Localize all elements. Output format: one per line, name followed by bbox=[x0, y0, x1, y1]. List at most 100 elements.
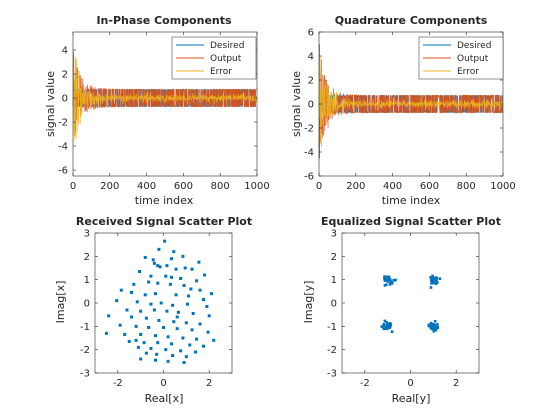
scatter-point bbox=[197, 260, 201, 264]
y-tick-label: 3 bbox=[331, 229, 337, 240]
scatter-point bbox=[182, 361, 186, 364]
y-axis-label: signal value bbox=[44, 71, 57, 137]
panel-received-scatter: Received Signal Scatter Plot Real[x] Ima… bbox=[54, 215, 252, 405]
legend-label-desired: Desired bbox=[210, 41, 244, 51]
x-tick-label: -2 bbox=[360, 378, 370, 389]
legend: Desired Output Error bbox=[171, 36, 257, 80]
scatter-point bbox=[382, 327, 385, 330]
x-tick-label: 2 bbox=[206, 378, 212, 389]
scatter-point bbox=[380, 325, 384, 328]
y-tick-label: -3 bbox=[327, 369, 337, 380]
plot-area bbox=[318, 44, 504, 161]
scatter-point bbox=[166, 359, 170, 363]
legend-label-error: Error bbox=[457, 67, 479, 77]
y-tick-label: 2 bbox=[331, 252, 337, 263]
scatter-point bbox=[172, 250, 176, 254]
scatter-point bbox=[134, 338, 138, 342]
x-tick-label: 1000 bbox=[244, 181, 269, 192]
x-tick-label: 800 bbox=[457, 181, 476, 192]
scatter-point bbox=[143, 293, 147, 297]
x-tick-label: 0 bbox=[316, 181, 322, 192]
scatter-point bbox=[383, 284, 387, 287]
scatter-point bbox=[127, 340, 131, 343]
scatter-point bbox=[384, 283, 388, 286]
scatter-point bbox=[438, 277, 442, 281]
scatter-point bbox=[201, 298, 205, 301]
scatter-point bbox=[162, 326, 165, 329]
scatter-point bbox=[189, 287, 193, 291]
scatter-point bbox=[163, 239, 167, 243]
scatter-point bbox=[206, 330, 210, 334]
scatter-point bbox=[155, 352, 159, 356]
scatter-point bbox=[182, 284, 186, 287]
scatter-point bbox=[171, 354, 175, 357]
y-tick-label: 2 bbox=[308, 76, 314, 87]
y-tick-label: 0 bbox=[331, 299, 337, 310]
scatter-point bbox=[429, 276, 432, 279]
series-line-error bbox=[318, 55, 504, 147]
scatter-point bbox=[123, 333, 127, 336]
scatter-point bbox=[174, 267, 178, 271]
scatter-point bbox=[130, 291, 134, 294]
scatter-point bbox=[138, 270, 142, 273]
scatter-point bbox=[169, 275, 173, 279]
scatter-point bbox=[394, 278, 397, 282]
scatter-point bbox=[115, 299, 119, 303]
y-tick-label: 6 bbox=[308, 28, 314, 39]
chart-title: Equalized Signal Scatter Plot bbox=[321, 215, 501, 228]
x-tick-label: 2 bbox=[453, 378, 459, 389]
legend-label-desired: Desired bbox=[457, 41, 491, 51]
scatter-point bbox=[432, 329, 436, 333]
scatter-point bbox=[168, 282, 172, 286]
scatter-point bbox=[435, 277, 439, 280]
y-tick-label: 1 bbox=[84, 275, 90, 286]
y-tick-label: 4 bbox=[62, 46, 68, 57]
scatter-point bbox=[385, 321, 388, 324]
x-tick-label: 400 bbox=[137, 181, 156, 192]
series-line-error bbox=[72, 55, 258, 142]
scatter-point bbox=[149, 347, 153, 350]
scatter-point bbox=[166, 335, 170, 339]
scatter-point bbox=[436, 323, 439, 326]
scatter-point bbox=[184, 321, 188, 325]
scatter-point bbox=[436, 281, 439, 284]
x-tick-label: 0 bbox=[160, 378, 166, 389]
legend-label-error: Error bbox=[210, 67, 232, 77]
scatter-point bbox=[154, 358, 158, 362]
x-tick-label: 600 bbox=[174, 181, 193, 192]
axes: -2 0 2 -3 -2 -1 0 1 2 3 bbox=[80, 229, 233, 389]
scatter-point bbox=[156, 281, 160, 285]
panel-equalized-scatter: Equalized Signal Scatter Plot Real[y] Im… bbox=[302, 215, 501, 405]
scatter-point bbox=[209, 292, 213, 296]
legend-label-output: Output bbox=[210, 54, 242, 64]
x-tick-label: 400 bbox=[383, 181, 402, 192]
scatter-point bbox=[388, 322, 392, 325]
scatter-point bbox=[195, 337, 199, 341]
y-axis-label: Imag[y] bbox=[302, 281, 315, 324]
scatter-point bbox=[143, 256, 147, 259]
series-line-output bbox=[318, 44, 504, 161]
scatter-point bbox=[383, 319, 387, 323]
legend-label-output: Output bbox=[457, 54, 489, 64]
scatter-point bbox=[104, 331, 108, 335]
scatter-point bbox=[386, 325, 390, 329]
scatter-point bbox=[149, 274, 153, 278]
scatter-point bbox=[390, 282, 394, 285]
scatter-point bbox=[190, 328, 194, 332]
scatter-point bbox=[164, 274, 168, 278]
scatter-point bbox=[430, 279, 433, 283]
scatter-point bbox=[142, 341, 146, 345]
scatter-point bbox=[188, 343, 192, 347]
scatter-point bbox=[136, 345, 140, 349]
scatter-point bbox=[387, 275, 391, 279]
x-tick-label: 0 bbox=[407, 378, 413, 389]
scatter-point bbox=[165, 309, 169, 313]
scatter-point bbox=[149, 302, 153, 306]
y-tick-label: -6 bbox=[58, 166, 68, 177]
scatter-point bbox=[175, 315, 179, 319]
x-tick-label: 600 bbox=[420, 181, 439, 192]
scatter-point bbox=[152, 261, 156, 265]
scatter-point bbox=[176, 310, 180, 314]
scatter-point bbox=[139, 357, 143, 361]
scatter-point bbox=[184, 355, 188, 359]
